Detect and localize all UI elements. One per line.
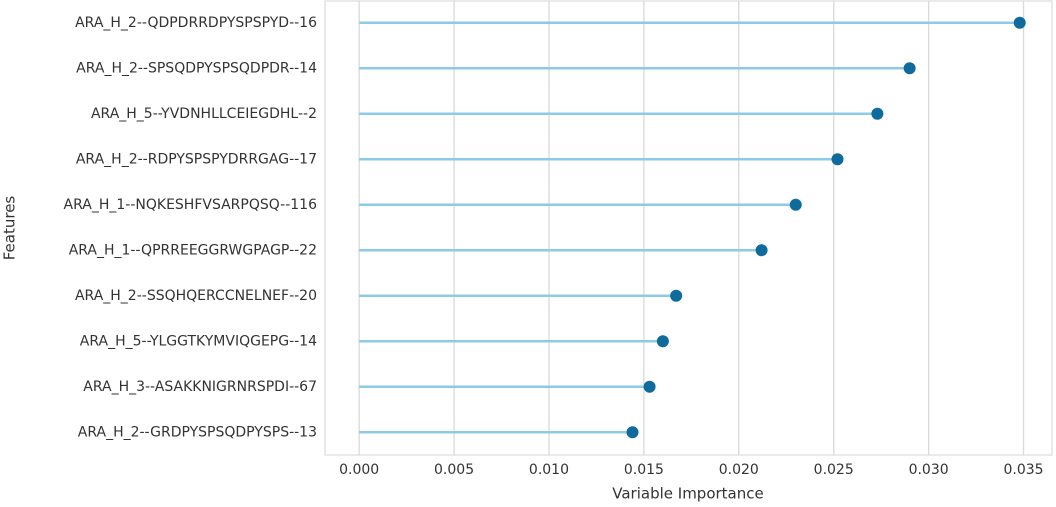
dot	[831, 153, 844, 166]
y-tick-label: ARA_H_5--YVDNHLLCEIEGDHL--2	[91, 106, 317, 122]
dot	[871, 107, 884, 120]
x-tick-label: 0.035	[1003, 462, 1043, 478]
y-tick-label: ARA_H_2--QDPDRRDPYSPSPYD--16	[75, 15, 317, 31]
dot	[903, 62, 916, 75]
x-tick-label: 0.020	[719, 462, 759, 478]
y-tick-label: ARA_H_3--ASAKKNIGRNRSPDI--67	[83, 379, 317, 395]
y-tick-label: ARA_H_2--GRDPYSPSQDPYSPS--13	[78, 424, 317, 440]
y-tick-label: ARA_H_2--RDPYSPSPYDRRGAG--17	[76, 151, 317, 167]
x-tick-label: 0.015	[624, 462, 664, 478]
dot	[1013, 16, 1026, 29]
plot-frame	[324, 0, 1053, 456]
dot	[755, 244, 768, 257]
dot	[789, 198, 802, 211]
y-tick-label: ARA_H_1--NQKESHFVSARPQSQ--116	[64, 197, 318, 213]
x-tick-label: 0.000	[339, 462, 379, 478]
dot	[626, 426, 639, 439]
x-tick-label: 0.005	[434, 462, 474, 478]
y-tick-label: ARA_H_1--QPRREEGGRWGPAGP--22	[69, 242, 317, 258]
y-tick-label: ARA_H_5--YLGGTKYMVIQGEPG--14	[80, 333, 317, 349]
y-tick-label: ARA_H_2--SSQHQERCCNELNEF--20	[75, 288, 317, 304]
dot	[656, 335, 669, 348]
x-axis-title: Variable Importance	[612, 485, 763, 503]
x-tick-label: 0.030	[909, 462, 949, 478]
x-tick-label: 0.025	[814, 462, 854, 478]
y-tick-label: ARA_H_2--SPSQDPYSPSQDPDR--14	[76, 60, 317, 76]
y-axis-title: Features	[1, 196, 19, 261]
x-tick-label: 0.010	[529, 462, 569, 478]
dot	[670, 289, 683, 302]
dot	[643, 380, 656, 393]
